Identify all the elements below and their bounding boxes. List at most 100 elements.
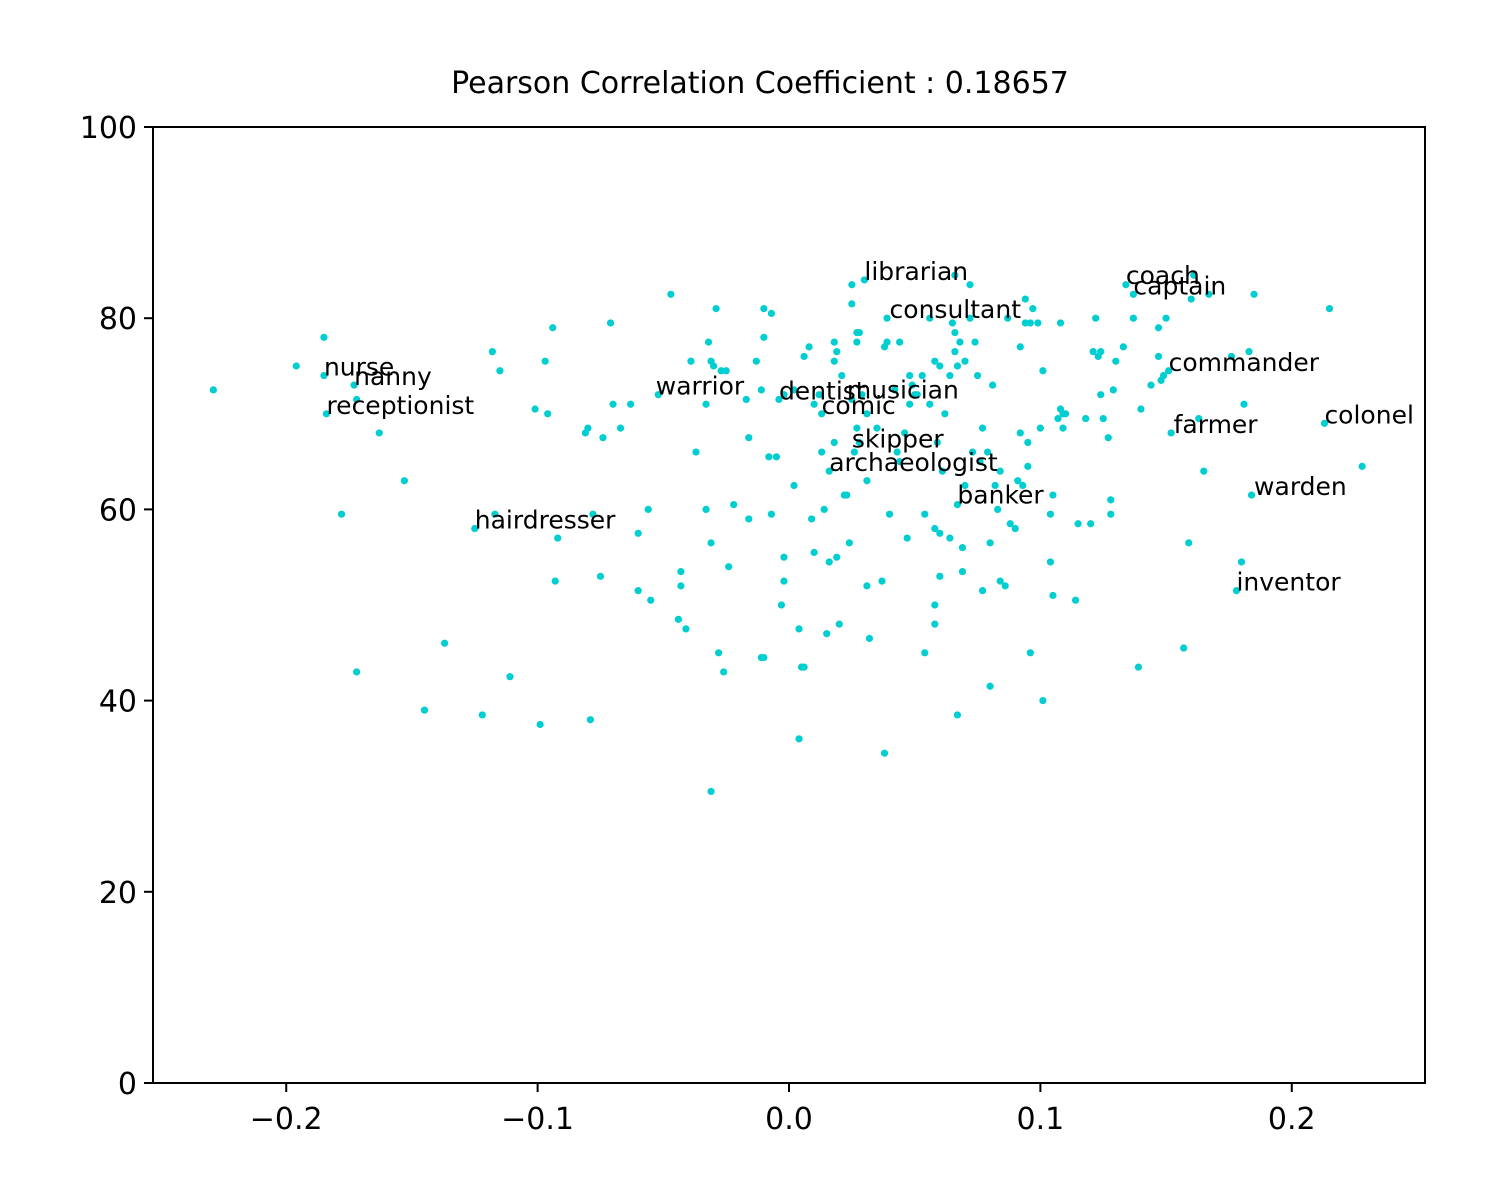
data-point [682, 625, 690, 633]
data-point [968, 448, 977, 456]
data-point [709, 362, 718, 370]
data-point [772, 453, 781, 461]
data-point [1109, 386, 1117, 394]
data-point [777, 601, 786, 609]
data-point [1016, 343, 1024, 351]
data-point [677, 582, 685, 590]
data-point [1107, 510, 1115, 518]
data-point [931, 524, 939, 533]
data-point [936, 529, 944, 537]
data-point [1082, 414, 1090, 423]
data-point [1011, 524, 1019, 533]
data-point [873, 424, 881, 432]
data-point [544, 410, 552, 418]
data-point [991, 481, 999, 490]
data-point [1039, 697, 1047, 705]
data-point [712, 305, 720, 313]
point-annotation: colonel [1324, 400, 1413, 429]
data-point [1240, 400, 1248, 408]
data-point [810, 548, 818, 557]
data-point [825, 467, 833, 475]
data-point [1187, 295, 1195, 303]
data-point [853, 338, 861, 346]
data-point [986, 682, 994, 690]
data-point [1154, 324, 1163, 332]
data-point [692, 448, 700, 456]
data-point [702, 400, 710, 408]
data-point [1024, 462, 1032, 470]
point-annotation: banker [957, 481, 1044, 510]
data-point [1034, 319, 1042, 327]
data-point [848, 300, 856, 308]
data-point [1250, 290, 1258, 298]
data-point [983, 448, 992, 456]
data-point [606, 319, 615, 327]
data-point [1122, 281, 1130, 289]
data-point [906, 371, 914, 380]
data-point [1026, 319, 1034, 327]
data-point [893, 448, 901, 456]
data-point [1046, 510, 1055, 518]
data-point [1195, 414, 1203, 423]
data-point [890, 386, 899, 394]
x-tick-label: −0.2 [250, 1102, 323, 1137]
data-point [810, 400, 818, 408]
data-point [936, 362, 944, 370]
point-annotation: musician [847, 376, 959, 405]
data-point [1099, 414, 1107, 423]
data-point [946, 371, 954, 380]
data-point [667, 290, 675, 298]
data-point [926, 400, 934, 408]
data-point [491, 510, 499, 518]
data-point [471, 524, 479, 533]
data-point [953, 362, 962, 370]
data-point [760, 333, 768, 341]
data-point [1006, 520, 1014, 528]
data-point [858, 391, 866, 399]
point-annotation: skipper [852, 424, 945, 453]
data-point [554, 534, 562, 542]
data-point [1024, 438, 1032, 447]
data-point [931, 357, 939, 365]
data-point [752, 357, 760, 365]
data-point [1237, 558, 1246, 566]
data-point [1162, 314, 1170, 322]
data-point [586, 716, 595, 724]
data-point [322, 410, 331, 418]
data-point [976, 458, 984, 466]
points-layer [209, 271, 1366, 796]
data-point [790, 481, 798, 490]
point-annotation: warrior [656, 372, 745, 401]
data-point [951, 348, 959, 356]
data-point [961, 357, 969, 365]
data-point [1071, 596, 1080, 604]
data-point [506, 673, 514, 681]
data-point [896, 338, 904, 346]
y-tick-label: 20 [99, 876, 137, 911]
data-point [1147, 381, 1155, 389]
data-point [853, 424, 861, 432]
data-point [584, 424, 592, 432]
data-point [818, 410, 826, 418]
data-point [536, 720, 544, 729]
data-point [971, 338, 979, 346]
data-point [1049, 491, 1057, 499]
data-point [549, 324, 557, 332]
data-point [677, 567, 685, 576]
data-point [833, 553, 841, 561]
data-point [647, 596, 655, 604]
point-annotation: nanny [354, 362, 432, 391]
data-point [687, 357, 695, 365]
data-point [654, 391, 662, 399]
data-point [958, 567, 967, 576]
data-point [596, 572, 605, 580]
data-point [903, 534, 911, 542]
x-tick-label: 0.1 [1017, 1102, 1065, 1137]
data-point [1164, 367, 1173, 375]
data-point [420, 706, 429, 714]
data-point [1205, 290, 1213, 298]
data-point [780, 577, 788, 585]
data-point [1039, 367, 1047, 375]
data-point [885, 510, 894, 518]
